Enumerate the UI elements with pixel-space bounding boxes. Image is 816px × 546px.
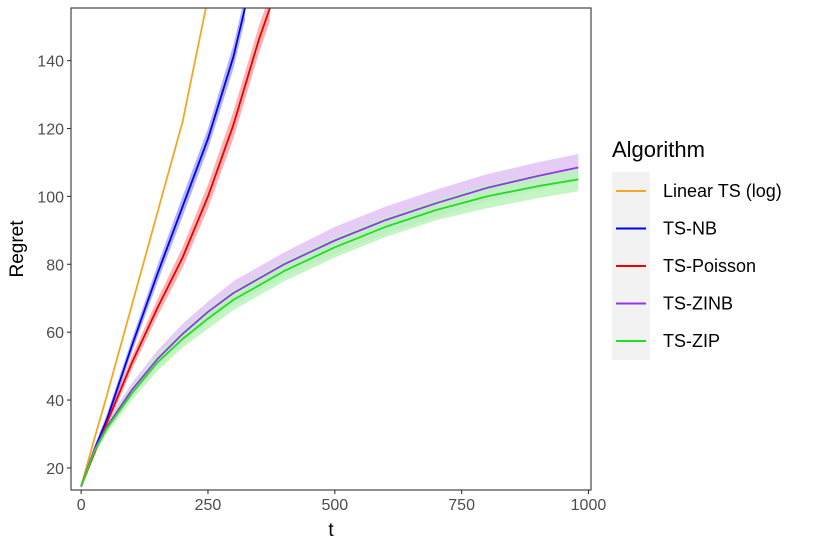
y-tick-label: 20: [46, 461, 64, 478]
x-tick-label: 500: [321, 497, 348, 514]
y-tick-label: 80: [46, 257, 64, 274]
legend-label-ts-poisson: TS-Poisson: [663, 256, 756, 276]
y-tick-label: 100: [37, 189, 64, 206]
y-axis-title: Regret: [7, 220, 28, 278]
x-tick-label: 750: [448, 497, 475, 514]
series-line-linear-ts-log: [80, 8, 207, 487]
plot-panel-border: [70, 7, 592, 491]
y-tick-label: 140: [37, 54, 64, 71]
series-line-ts-zinb: [80, 166, 579, 487]
y-tick-label: 60: [46, 325, 64, 342]
y-tick-label: 40: [46, 393, 64, 410]
legend-label-ts-zip: TS-ZIP: [663, 331, 720, 351]
y-tick-label: 120: [37, 122, 64, 139]
legend-label-ts-zinb: TS-ZINB: [663, 294, 733, 314]
band-ts-poisson: [81, 8, 270, 489]
legend: Algorithm Linear TS (log) TS-NB TS-Poisson…: [612, 137, 782, 360]
series-line-ts-nb: [80, 8, 246, 487]
x-axis-title: t: [328, 520, 334, 541]
x-tick-label: 0: [77, 497, 86, 514]
series-line-ts-poisson: [80, 8, 271, 487]
band-ts-nb: [81, 8, 245, 489]
series-line-ts-zip: [80, 178, 579, 487]
legend-label-linear-ts-log: Linear TS (log): [663, 181, 782, 201]
x-tick-label: 1000: [571, 497, 607, 514]
x-tick-label: 250: [195, 497, 222, 514]
legend-label-ts-nb: TS-NB: [663, 219, 717, 239]
band-ts-zip: [81, 167, 579, 489]
legend-title: Algorithm: [612, 137, 705, 162]
